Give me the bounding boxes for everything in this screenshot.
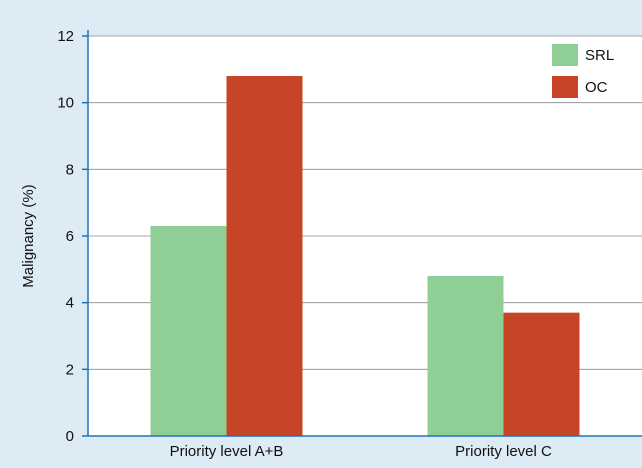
x-tick-label: Priority level C <box>455 443 552 460</box>
bars <box>150 76 580 436</box>
legend-label-srl: SRL <box>585 47 614 64</box>
legend: SRL OC <box>552 44 614 98</box>
legend-label-oc: OC <box>585 79 608 96</box>
y-tick-label: 2 <box>66 361 74 378</box>
y-tick-labels: 0 2 4 6 8 10 12 <box>57 28 88 445</box>
legend-swatch-srl <box>552 44 578 66</box>
y-tick-label: 0 <box>66 428 74 445</box>
bar-srl-1 <box>150 226 227 436</box>
bar-oc-2 <box>503 312 580 436</box>
y-tick-label: 4 <box>66 295 74 312</box>
y-tick-label: 8 <box>66 161 74 178</box>
y-axis-label: Malignancy (%) <box>20 184 37 287</box>
x-tick-label: Priority level A+B <box>170 443 284 460</box>
bar-srl-2 <box>427 276 504 436</box>
bar-oc-1 <box>226 76 303 436</box>
legend-swatch-oc <box>552 76 578 98</box>
axes <box>87 30 642 437</box>
y-tick-label: 10 <box>57 95 74 112</box>
y-tick-label: 6 <box>66 228 74 245</box>
y-tick-label: 12 <box>57 28 74 45</box>
x-tick-labels: Priority level A+B Priority level C <box>170 443 552 460</box>
